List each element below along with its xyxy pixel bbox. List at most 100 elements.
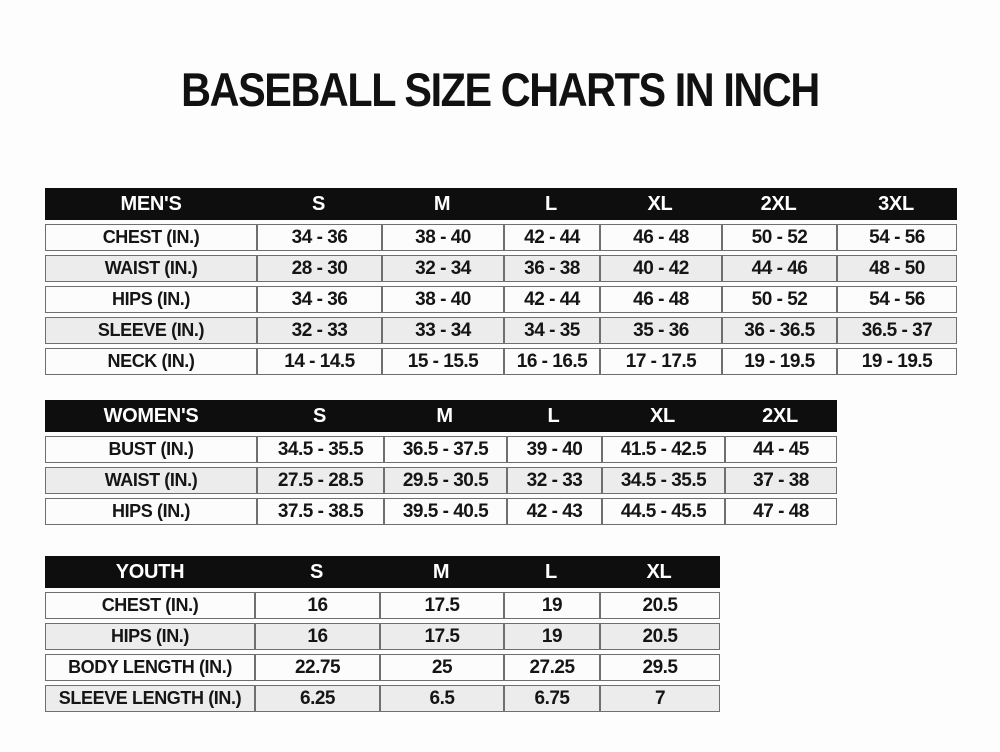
size-value-cell: 36 - 36.5 <box>721 318 836 343</box>
size-value-cell: 34 - 36 <box>256 225 381 250</box>
row-label: CHEST (IN.) <box>101 595 199 615</box>
size-value-cell: 17 - 17.5 <box>599 349 721 374</box>
row-label: SLEEVE LENGTH (IN.) <box>58 688 242 708</box>
size-value-cell: 25 <box>379 655 503 680</box>
size-value-cell: 19 - 19.5 <box>836 349 956 374</box>
column-header: M <box>433 192 451 215</box>
size-value-cell: 20.5 <box>599 624 719 649</box>
size-value-cell: 27.25 <box>503 655 599 680</box>
size-value-cell: 20.5 <box>599 593 719 618</box>
table-header-row: YOUTH S M L XL <box>45 556 720 588</box>
size-value-cell: 38 - 40 <box>381 225 503 250</box>
size-value-cell: 19 - 19.5 <box>721 349 836 374</box>
table-title-cell: WOMEN'S <box>103 404 199 427</box>
size-value-cell: 33 - 34 <box>381 318 503 343</box>
size-value-cell: 34 - 35 <box>503 318 599 343</box>
row-label: BODY LENGTH (IN.) <box>68 657 232 677</box>
size-value-cell: 6.25 <box>254 686 379 711</box>
size-value-cell: 38 - 40 <box>381 287 503 312</box>
column-header: M <box>432 560 450 583</box>
size-value-cell: 29.5 - 30.5 <box>383 468 506 493</box>
column-header: S <box>309 560 324 583</box>
table-row: HIPS (IN.) 34 - 36 38 - 40 42 - 44 46 - 48 50… <box>45 286 957 313</box>
size-value-cell: 36.5 - 37.5 <box>383 437 506 462</box>
column-header: L <box>545 192 557 215</box>
size-value-cell: 39 - 40 <box>506 437 601 462</box>
table-row: WAIST (IN.) 27.5 - 28.5 29.5 - 30.5 32 - 33… <box>45 467 837 494</box>
row-label: NECK (IN.) <box>107 351 195 371</box>
table-row: WAIST (IN.) 28 - 30 32 - 34 36 - 38 40 - 42 4… <box>45 255 957 282</box>
size-value-cell: 44 - 46 <box>721 256 836 281</box>
size-value-cell: 7 <box>599 686 719 711</box>
table-row: SLEEVE LENGTH (IN.) 6.25 6.5 6.75 7 <box>45 685 720 712</box>
column-header: 2XL <box>762 404 798 427</box>
size-value-cell: 27.5 - 28.5 <box>256 468 383 493</box>
row-label: CHEST (IN.) <box>102 227 200 247</box>
size-value-cell: 17.5 <box>379 593 503 618</box>
column-header: XL <box>646 560 672 583</box>
table-row: BUST (IN.) 34.5 - 35.5 36.5 - 37.5 39 - 40 4… <box>45 436 837 463</box>
row-label: HIPS (IN.) <box>110 626 189 646</box>
size-value-cell: 37.5 - 38.5 <box>256 499 383 524</box>
size-value-cell: 15 - 15.5 <box>381 349 503 374</box>
size-value-cell: 17.5 <box>379 624 503 649</box>
size-value-cell: 34.5 - 35.5 <box>601 468 724 493</box>
size-value-cell: 42 - 44 <box>503 287 599 312</box>
size-value-cell: 35 - 36 <box>599 318 721 343</box>
size-value-cell: 16 <box>254 593 379 618</box>
size-value-cell: 54 - 56 <box>836 287 956 312</box>
table-row: BODY LENGTH (IN.) 22.75 25 27.25 29.5 <box>45 654 720 681</box>
table-row: CHEST (IN.) 34 - 36 38 - 40 42 - 44 46 - 48 5… <box>45 224 957 251</box>
size-value-cell: 36.5 - 37 <box>836 318 956 343</box>
row-label: WAIST (IN.) <box>104 258 198 278</box>
size-value-cell: 39.5 - 40.5 <box>383 499 506 524</box>
table-title-cell: MEN'S <box>120 192 182 215</box>
size-value-cell: 14 - 14.5 <box>256 349 381 374</box>
size-value-cell: 46 - 48 <box>599 287 721 312</box>
table-header-row: MEN'S S M L XL 2XL 3XL <box>45 188 957 220</box>
row-label: SLEEVE (IN.) <box>97 320 205 340</box>
size-value-cell: 16 - 16.5 <box>503 349 599 374</box>
page-title: BASEBALL SIZE CHARTS IN INCH <box>181 64 820 117</box>
size-value-cell: 19 <box>503 624 599 649</box>
size-value-cell: 40 - 42 <box>599 256 721 281</box>
size-table-youth: YOUTH S M L XL CHEST (IN.) 16 17.5 19 20.5 HIPS (I… <box>45 556 720 712</box>
size-value-cell: 44.5 - 45.5 <box>601 499 724 524</box>
row-label: WAIST (IN.) <box>104 470 198 490</box>
table-title-cell: YOUTH <box>115 560 185 583</box>
column-header: XL <box>647 192 673 215</box>
size-value-cell: 22.75 <box>254 655 379 680</box>
size-table-mens: MEN'S S M L XL 2XL 3XL CHEST (IN.) 34 - 36 38 - 4… <box>45 188 957 375</box>
size-value-cell: 44 - 45 <box>724 437 836 462</box>
size-value-cell: 41.5 - 42.5 <box>601 437 724 462</box>
size-value-cell: 6.5 <box>379 686 503 711</box>
size-value-cell: 32 - 34 <box>381 256 503 281</box>
size-value-cell: 6.75 <box>503 686 599 711</box>
size-value-cell: 50 - 52 <box>721 225 836 250</box>
size-value-cell: 29.5 <box>599 655 719 680</box>
table-row: NECK (IN.) 14 - 14.5 15 - 15.5 16 - 16.5 17 … <box>45 348 957 375</box>
size-value-cell: 34 - 36 <box>256 287 381 312</box>
size-value-cell: 37 - 38 <box>724 468 836 493</box>
size-value-cell: 32 - 33 <box>256 318 381 343</box>
row-label: BUST (IN.) <box>108 439 194 459</box>
column-header: L <box>547 404 560 427</box>
table-row: HIPS (IN.) 16 17.5 19 20.5 <box>45 623 720 650</box>
size-value-cell: 48 - 50 <box>836 256 956 281</box>
size-value-cell: 46 - 48 <box>599 225 721 250</box>
table-row: HIPS (IN.) 37.5 - 38.5 39.5 - 40.5 42 - 43 4… <box>45 498 837 525</box>
column-header: S <box>311 192 326 215</box>
row-label: HIPS (IN.) <box>111 289 190 309</box>
column-header: L <box>545 560 557 583</box>
size-value-cell: 34.5 - 35.5 <box>256 437 383 462</box>
size-value-cell: 42 - 43 <box>506 499 601 524</box>
size-value-cell: 16 <box>254 624 379 649</box>
row-label: HIPS (IN.) <box>111 501 190 521</box>
column-header: S <box>312 404 327 427</box>
table-row: SLEEVE (IN.) 32 - 33 33 - 34 34 - 35 35 - 36… <box>45 317 957 344</box>
size-value-cell: 19 <box>503 593 599 618</box>
column-header: XL <box>650 404 675 427</box>
table-row: CHEST (IN.) 16 17.5 19 20.5 <box>45 592 720 619</box>
column-header: 2XL <box>760 192 797 215</box>
